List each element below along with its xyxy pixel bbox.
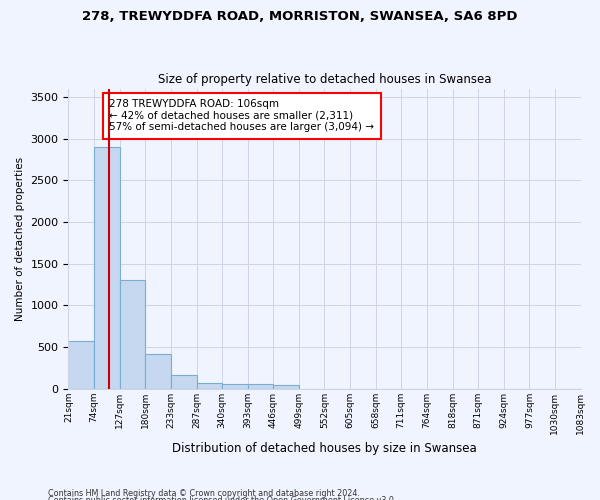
Text: Contains HM Land Registry data © Crown copyright and database right 2024.: Contains HM Land Registry data © Crown c… xyxy=(48,488,360,498)
Bar xyxy=(248,384,274,389)
Bar xyxy=(94,147,119,389)
Bar xyxy=(170,375,197,389)
Bar xyxy=(68,341,94,389)
Bar xyxy=(145,354,170,389)
Text: 278, TREWYDDFA ROAD, MORRISTON, SWANSEA, SA6 8PD: 278, TREWYDDFA ROAD, MORRISTON, SWANSEA,… xyxy=(82,10,518,23)
Y-axis label: Number of detached properties: Number of detached properties xyxy=(15,156,25,320)
Bar xyxy=(119,280,145,389)
Title: Size of property relative to detached houses in Swansea: Size of property relative to detached ho… xyxy=(158,73,491,86)
Bar xyxy=(222,384,248,389)
Bar xyxy=(274,385,299,389)
X-axis label: Distribution of detached houses by size in Swansea: Distribution of detached houses by size … xyxy=(172,442,477,455)
Text: 278 TREWYDDFA ROAD: 106sqm
← 42% of detached houses are smaller (2,311)
57% of s: 278 TREWYDDFA ROAD: 106sqm ← 42% of deta… xyxy=(109,99,374,132)
Text: Contains public sector information licensed under the Open Government Licence v3: Contains public sector information licen… xyxy=(48,496,397,500)
Bar xyxy=(197,382,222,389)
